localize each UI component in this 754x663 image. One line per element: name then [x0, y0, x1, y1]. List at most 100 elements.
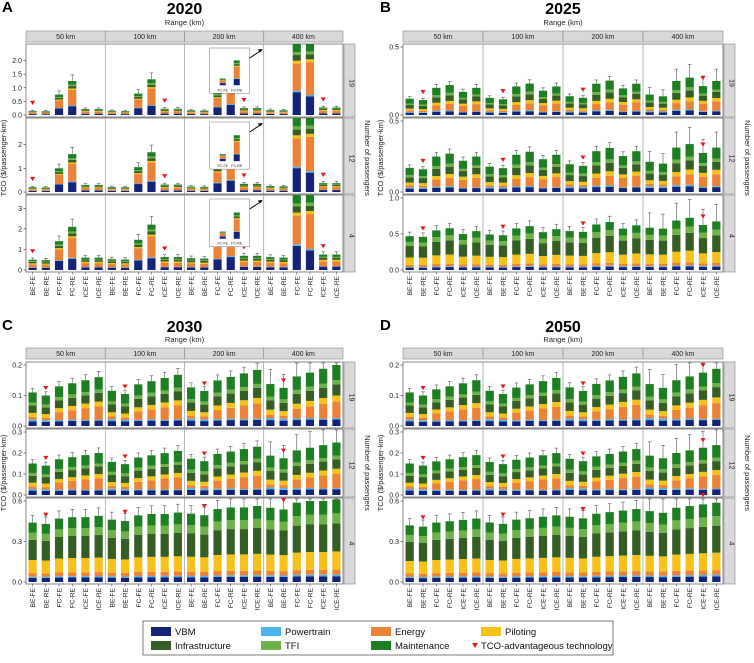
bar-segment-vbm — [579, 188, 587, 192]
bar-segment-vbm — [81, 190, 89, 192]
bar-segment-infrastructure — [29, 406, 37, 413]
bar-segment-vbm — [29, 191, 37, 192]
bar-segment-vbm — [486, 421, 494, 426]
bar-segment-energy — [279, 263, 287, 267]
bar-segment-infrastructure — [486, 475, 494, 482]
bar-segment-vbm — [121, 491, 129, 495]
bar-segment-energy — [200, 113, 208, 114]
bar-segment-maintenance — [659, 96, 667, 102]
bar-segment-infrastructure — [161, 260, 169, 262]
bar-segment-vbm — [672, 111, 680, 115]
bar-segment-maintenance — [552, 378, 560, 390]
bar-segment-vbm — [29, 491, 37, 495]
bar-segment-tfi — [253, 258, 261, 259]
bar-segment-tfi — [659, 525, 667, 533]
bar-segment-infrastructure — [200, 188, 208, 189]
bar-segment-vbm — [472, 491, 480, 495]
bar-fc-fe — [432, 85, 440, 115]
bar-segment-vbm — [42, 578, 50, 582]
bar-segment-piloting — [619, 556, 627, 572]
bar-segment-energy — [147, 89, 155, 105]
bar-segment-energy — [174, 111, 182, 113]
bar-segment-maintenance — [686, 506, 694, 519]
bar-segment-maintenance — [592, 84, 600, 92]
bar-segment-infrastructure — [147, 396, 155, 405]
bar-segment-maintenance — [472, 231, 480, 238]
bar-segment-powertrain — [332, 575, 340, 577]
bar-segment-tfi — [539, 97, 547, 99]
bar-segment-maintenance — [293, 118, 301, 126]
bar-segment-energy — [187, 572, 195, 576]
bar-segment-energy — [659, 264, 667, 266]
bar-segment-infrastructure — [279, 188, 287, 189]
inset-bar-segment — [220, 80, 226, 81]
bar-segment-infrastructure — [332, 385, 340, 396]
bar-segment-tfi — [419, 405, 427, 408]
bar-segment-vbm — [552, 490, 560, 495]
bar-segment-maintenance — [699, 504, 707, 517]
bar-segment-tfi — [659, 399, 667, 402]
bar-segment-infrastructure — [187, 188, 195, 189]
bar-segment-vbm — [419, 189, 427, 192]
bar-segment-maintenance — [161, 378, 169, 390]
bar-ice-fe — [539, 509, 547, 582]
bar-segment-maintenance — [332, 183, 340, 184]
x-tick-label: FC-RE — [447, 275, 454, 296]
bar-segment-piloting — [213, 477, 221, 481]
bar-segment-tfi — [526, 529, 534, 537]
y-tick-label: 0.3 — [12, 539, 22, 546]
bar-segment-piloting — [619, 102, 627, 105]
bar-segment-tfi — [108, 401, 116, 404]
bar-segment-maintenance — [42, 524, 50, 534]
bar-segment-energy — [619, 478, 627, 489]
bar-segment-maintenance — [592, 151, 600, 162]
bar-segment-vbm — [406, 113, 414, 115]
bar-segment-piloting — [619, 174, 627, 178]
bar-segment-powertrain — [686, 109, 694, 110]
y-tick-label: 1.0 — [389, 196, 399, 203]
bar-segment-energy — [147, 236, 155, 257]
bar-segment-maintenance — [539, 381, 547, 393]
inset-bar-segment — [234, 135, 240, 138]
bar-segment-piloting — [319, 110, 327, 111]
x-tick-label: ICE-FE — [461, 275, 468, 297]
bar-segment-piloting — [227, 554, 235, 570]
bar-segment-vbm — [619, 577, 627, 582]
bar-segment-vbm — [279, 490, 287, 495]
bar-segment-powertrain — [646, 186, 654, 188]
bar-segment-maintenance — [406, 99, 414, 104]
bar-segment-infrastructure — [552, 393, 560, 402]
bar-segment-piloting — [187, 481, 195, 485]
x-tick-label: FC-RE — [228, 587, 235, 608]
bar-segment-infrastructure — [459, 244, 467, 256]
bar-segment-infrastructure — [659, 533, 667, 557]
bar-fc-fe — [512, 150, 520, 192]
bar-segment-piloting — [526, 254, 534, 264]
bar-segment-vbm — [108, 421, 116, 426]
bar-segment-piloting — [646, 107, 654, 109]
bar-segment-maintenance — [646, 228, 654, 235]
bar-ice-re — [632, 444, 640, 495]
bar-segment-energy — [646, 109, 654, 111]
bar-segment-energy — [29, 189, 37, 190]
bar-segment-infrastructure — [240, 464, 248, 472]
passenger-strip-label: 4 — [348, 542, 355, 546]
bar-segment-infrastructure — [213, 396, 221, 405]
y-axis-label: TCO ($/passenger-km) — [0, 434, 8, 511]
bar-segment-powertrain — [432, 421, 440, 422]
bar-segment-energy — [619, 105, 627, 112]
legend-label: Powertrain — [285, 627, 330, 638]
bar-segment-vbm — [55, 491, 63, 495]
bar-segment-maintenance — [419, 466, 427, 475]
bar-segment-energy — [552, 177, 560, 187]
bar-segment-tfi — [306, 515, 314, 525]
bar-segment-maintenance — [406, 168, 414, 175]
bar-segment-piloting — [539, 256, 547, 264]
bar-segment-tfi — [29, 473, 37, 476]
bar-segment-vbm — [200, 577, 208, 582]
bar-segment-maintenance — [406, 236, 414, 242]
bar-segment-powertrain — [161, 490, 169, 491]
bar-segment-piloting — [592, 253, 600, 263]
